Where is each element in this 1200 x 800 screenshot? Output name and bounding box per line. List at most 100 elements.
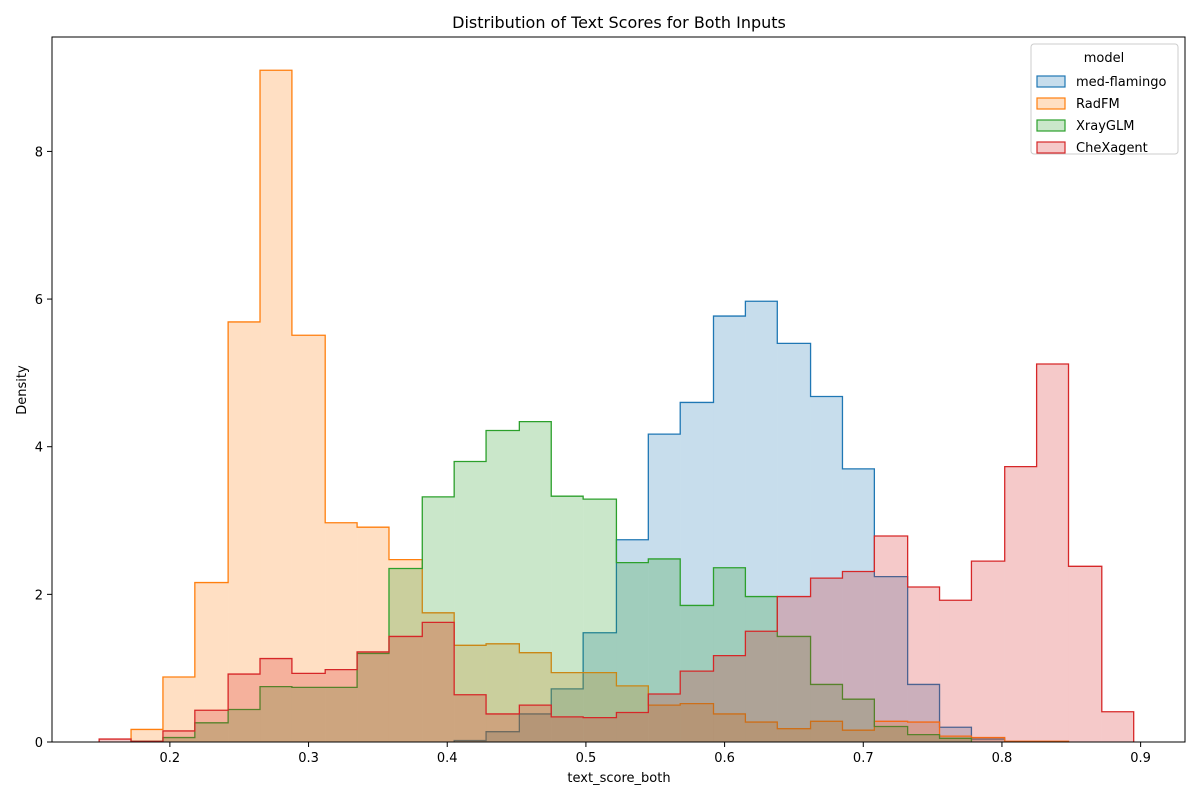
y-tick-label: 4 (35, 441, 43, 456)
bin-bar (260, 686, 292, 742)
bin-bar (648, 694, 681, 742)
bin-bar (1036, 364, 1069, 742)
bin-bar (551, 672, 584, 742)
bin-bar (648, 434, 681, 742)
bin-bar (745, 722, 778, 742)
bin-bar (162, 730, 195, 742)
bin-bar (777, 636, 811, 742)
bin-bar (842, 730, 875, 742)
bin-bar (194, 710, 229, 742)
legend-box (1030, 43, 1179, 155)
bin-bar (713, 655, 746, 742)
bin-bar (260, 70, 292, 742)
legend-label: med-flamingo (1076, 75, 1167, 90)
bin-bar (454, 740, 487, 742)
bin-bar (810, 578, 843, 742)
bin-bar (388, 559, 423, 742)
x-tick-label: 0.2 (160, 751, 181, 766)
bin-bar (162, 737, 195, 742)
bin-bar (228, 674, 261, 742)
bin-bar (357, 653, 389, 742)
bin-bar (357, 527, 389, 742)
bin-bar (1101, 711, 1134, 742)
bin-bar (745, 301, 778, 742)
bin-bar (680, 703, 714, 742)
bin-bar (486, 731, 520, 742)
bin-bar (291, 687, 326, 742)
series-outline (98, 363, 1135, 742)
bin-bar (874, 576, 908, 742)
series-outline (130, 69, 1070, 742)
legend-swatch (1036, 119, 1066, 132)
bin-bar (648, 705, 681, 742)
x-tick-label: 0.8 (992, 751, 1013, 766)
x-tick-label: 0.9 (1130, 751, 1151, 766)
bin-bar (486, 713, 520, 742)
bin-bar (874, 536, 908, 742)
bin-bar (971, 737, 1005, 742)
legend-label: CheXagent (1076, 141, 1148, 156)
bin-bar (388, 568, 423, 742)
series-outline (130, 420, 973, 742)
bin-bar (325, 522, 358, 742)
bin-bar (486, 643, 520, 742)
bin-bar (777, 596, 811, 742)
bin-bar (777, 343, 811, 742)
bin-bar (907, 586, 940, 742)
bin-bar (713, 316, 746, 742)
chart-title: Distribution of Text Scores for Both Inp… (452, 13, 786, 32)
bin-bar (194, 722, 229, 742)
y-tick-label: 0 (35, 736, 43, 751)
bin-bar (939, 738, 972, 742)
bin-bar (519, 713, 552, 742)
bin-bar (874, 726, 908, 742)
bin-bar (648, 558, 681, 742)
bin-bar (454, 645, 487, 742)
y-tick-label: 8 (35, 145, 43, 160)
series-RadFM (130, 69, 1070, 742)
bin-bar (486, 430, 520, 742)
series-outline (453, 300, 1006, 742)
bin-bar (228, 321, 261, 742)
x-tick-label: 0.7 (853, 751, 874, 766)
y-tick-label: 6 (35, 293, 43, 308)
bin-bar (810, 684, 843, 742)
bin-bar (680, 402, 714, 742)
bin-bar (228, 709, 261, 742)
bin-bar (194, 582, 229, 742)
legend-label: RadFM (1076, 97, 1120, 112)
legend-label: XrayGLM (1076, 119, 1134, 134)
legend-title: model (1084, 51, 1124, 66)
y-axis: 0 2 4 6 8 (35, 145, 52, 751)
x-tick-label: 0.6 (714, 751, 735, 766)
bin-bar (583, 672, 617, 742)
bin-bar (939, 600, 972, 742)
legend-swatch (1036, 97, 1066, 110)
bin-bar (777, 728, 811, 742)
bin-bar (616, 685, 649, 742)
bin-bar (616, 539, 649, 742)
bin-bar (357, 651, 389, 742)
y-tick-label: 2 (35, 588, 43, 603)
legend-swatch (1036, 75, 1066, 88)
bin-bar (422, 612, 455, 742)
legend-swatch (1036, 141, 1066, 154)
bin-bar (810, 721, 843, 742)
bin-bar (745, 631, 778, 742)
bin-bar (1068, 566, 1102, 742)
bin-bar (680, 605, 714, 742)
bin-bar (291, 673, 326, 742)
bin-bar (422, 622, 455, 742)
bin-bar (519, 652, 552, 742)
bin-bar (260, 658, 292, 742)
bin-bar (971, 739, 1005, 742)
bin-bar (745, 596, 778, 742)
series-CheXagent (98, 363, 1135, 742)
bin-bar (422, 496, 455, 742)
bin-bar (291, 335, 326, 742)
bin-bar (551, 496, 584, 742)
bin-bar (583, 717, 617, 742)
y-axis-label: Density (15, 365, 30, 415)
bin-bar (551, 688, 584, 742)
